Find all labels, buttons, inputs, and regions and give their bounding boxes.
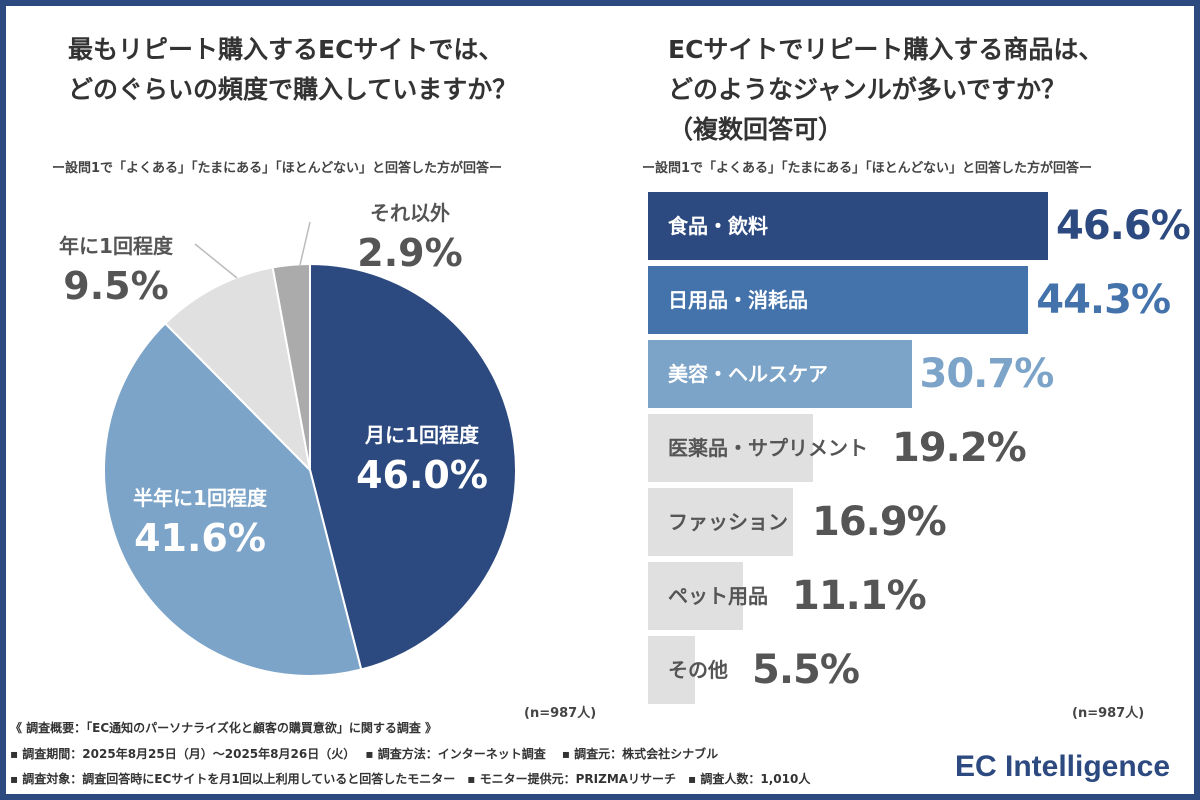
pie-label: 半年に1回程度 [133,486,268,510]
bar: 美容・ヘルスケア [648,340,912,408]
pie-slice [163,266,312,474]
bar: その他 [648,636,728,704]
footer-details-1: ▪ 調査期間：2025年8月25日（月）～2025年8月26日（火） ▪ 調査方… [10,747,719,761]
pie-value-label: 9.5% [63,264,168,308]
bar: ファッション [648,488,794,556]
right-sample-size: (n=987人) [1072,706,1145,721]
pie-value-label: 2.9% [357,231,462,275]
right-subtitle: ー設問1で「よくある」「たまにある」「ほとんどない」と回答した方が回答ー [642,161,1093,176]
left-title: 最もリピート購入するECサイトでは、 どのぐらいの頻度で購入していますか？ [68,30,517,110]
bar-category-label: 美容・ヘルスケア [668,362,828,386]
pie-label: 月に1回程度 [364,423,480,447]
left-sample-size: (n=987人) [524,706,597,721]
bar-category-label: 医薬品・サプリメント [668,436,868,460]
leader-line [299,221,311,266]
footer-summary: 《 調査概要：「EC通知のパーソナライズ化と顧客の購買意欲」に関する調査 》 [10,721,438,735]
bar-row: ファッション 16.9% [648,488,947,556]
ec-intelligence-logo: EC Intelligence [955,750,1171,783]
bar: 日用品・消耗品 [648,266,1029,334]
title-line: （複数回答可） [668,115,844,144]
pie-slice [103,322,363,677]
bar-category-label: その他 [668,658,728,682]
right-title: ECサイトでリピート購入する商品は、 どのようなジャンルが多いですか？ （複数回答可… [668,30,1103,150]
pie-slice [309,262,517,671]
bar-value-label: 19.2% [891,425,1027,471]
pie-slice [271,262,311,471]
footer-details-2: ▪ 調査対象：調査回答時にECサイトを月1回以上利用していると回答したモニター … [10,772,811,786]
bar-category-label: ペット用品 [668,584,768,608]
bar-category-label: ファッション [668,510,788,534]
title-line: どのぐらいの頻度で購入していますか？ [68,75,518,104]
title-line: 最もリピート購入するECサイトでは、 [68,35,504,64]
bar-category-label: 日用品・消耗品 [668,288,808,312]
bar-row: 日用品・消耗品 44.3% [648,266,1171,334]
title-line: ECサイトでリピート購入する商品は、 [668,35,1104,64]
bar: 医薬品・サプリメント [648,414,868,482]
left-subtitle: ー設問1で「よくある」「たまにある」「ほとんどない」と回答した方が回答ー [52,161,503,176]
pie-value-label: 41.6% [134,516,266,560]
title-line: どのようなジャンルが多いですか？ [668,75,1067,104]
bar-row: その他 5.5% [648,636,860,704]
bar-category-label: 食品・飲料 [668,214,768,238]
pie-value-label: 46.0% [356,453,488,497]
bar-value-label: 11.1% [791,573,927,619]
bar-value-label: 5.5% [751,647,860,693]
bar-row: ペット用品 11.1% [648,562,927,630]
bar-value-label: 16.9% [811,499,947,545]
bar-value-label: 46.6% [1056,203,1191,249]
bar-row: 美容・ヘルスケア 30.7% [648,340,1055,408]
bar-row: 医薬品・サプリメント 19.2% [648,414,1027,482]
bar-row: 食品・飲料 46.6% [648,192,1191,260]
bar-value-label: 30.7% [919,351,1055,397]
bar-value-label: 44.3% [1036,277,1171,323]
pie-chart: 月に1回程度 46.0% 半年に1回程度 41.6% 年に1回程度 9.5% それ以外 2.9… [59,201,517,677]
pie-label: それ以外 [370,201,450,225]
pie-label: 年に1回程度 [59,234,174,258]
leader-line [194,243,238,279]
bar: ペット用品 [648,562,768,630]
bar: 食品・飲料 [648,192,1048,260]
